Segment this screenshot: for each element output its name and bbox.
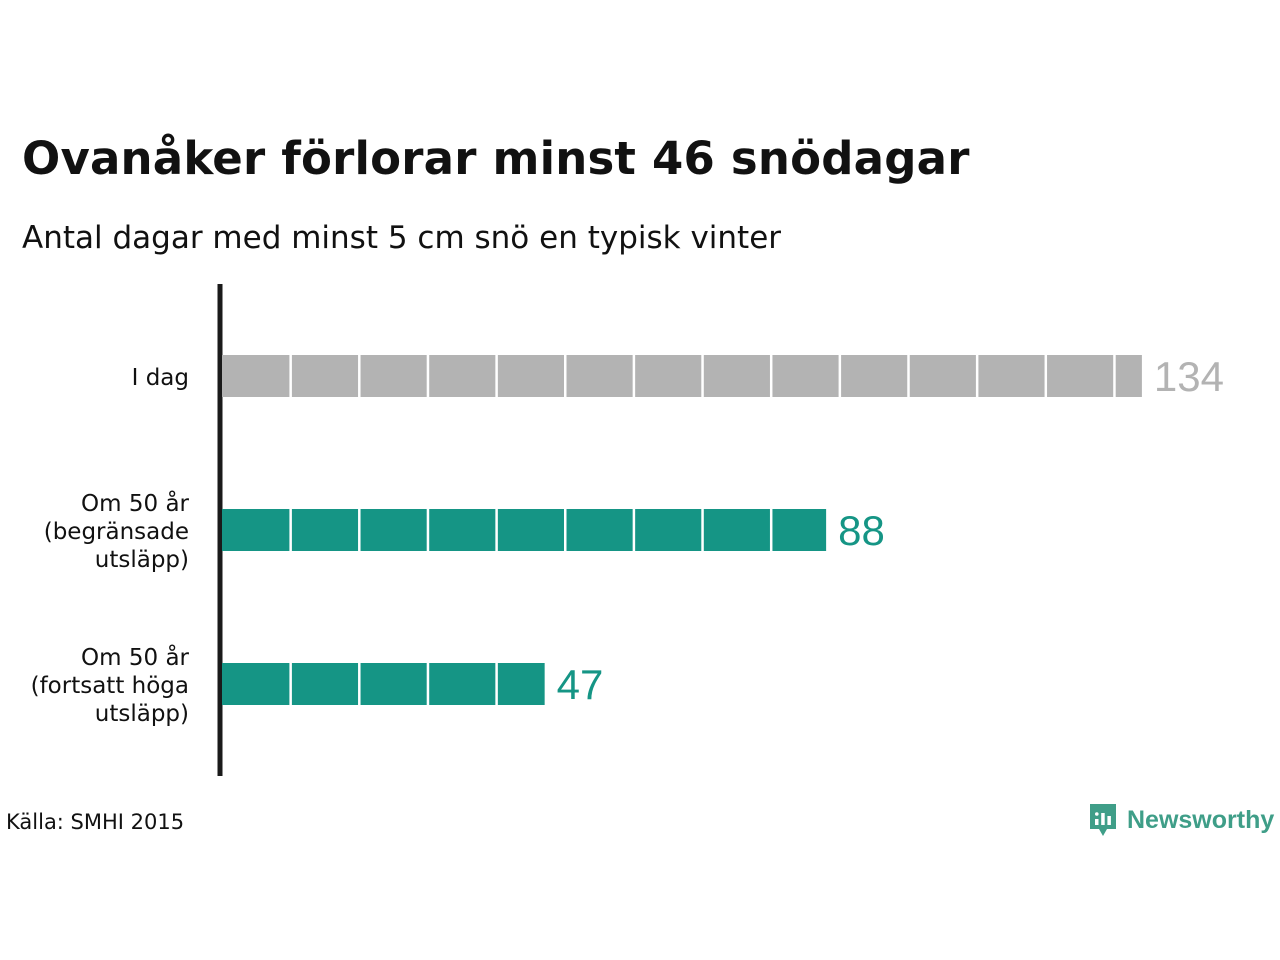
category-label-line: (begränsade <box>44 519 189 545</box>
chart-title: Ovanåker förlorar minst 46 snödagar <box>22 132 970 185</box>
bar-group: 47 Om 50 år (fortsatt höga utsläpp) <box>31 643 604 727</box>
category-label-line: I dag <box>132 365 189 391</box>
category-label: Om 50 år (fortsatt höga utsläpp) <box>31 643 190 727</box>
category-label-line: Om 50 år <box>81 489 189 517</box>
bar-group: 134 I dag <box>132 353 1224 400</box>
bar-group: 88 Om 50 år (begränsade utsläpp) <box>44 489 885 573</box>
source-note: Källa: SMHI 2015 <box>6 810 185 834</box>
category-label-line: (fortsatt höga <box>31 673 189 699</box>
category-label-line: Om 50 år <box>81 643 189 671</box>
value-label: 47 <box>557 661 604 708</box>
bar <box>222 509 827 551</box>
category-label: Om 50 år (begränsade utsläpp) <box>44 489 190 573</box>
category-label: I dag <box>132 365 189 391</box>
bar <box>222 663 545 705</box>
bar <box>222 355 1142 397</box>
value-label: 134 <box>1154 353 1224 400</box>
category-label-line: utsläpp) <box>95 547 189 573</box>
value-label: 88 <box>838 507 885 554</box>
chart-subtitle: Antal dagar med minst 5 cm snö en typisk… <box>22 220 782 256</box>
newsworthy-logo: Newsworthy <box>1088 802 1274 838</box>
category-label-line: utsläpp) <box>95 701 189 727</box>
newsworthy-logo-icon <box>1090 804 1116 836</box>
newsworthy-logo-text: Newsworthy <box>1127 805 1275 834</box>
